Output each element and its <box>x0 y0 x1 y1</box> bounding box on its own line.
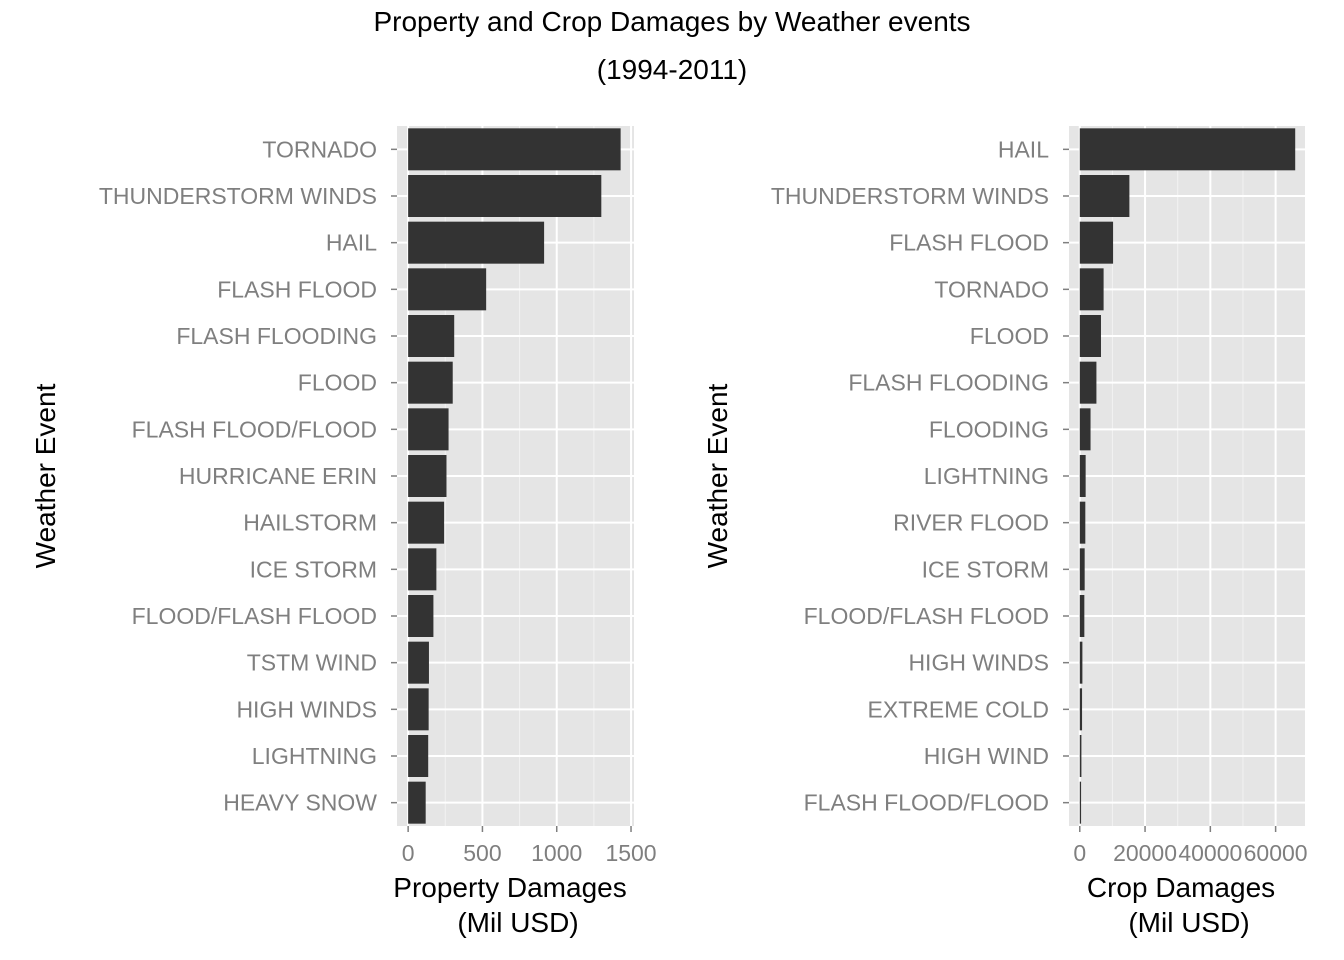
property-y-label-high-winds: HIGH WINDS <box>236 696 377 722</box>
crop-y-label-flood: FLOOD <box>970 323 1049 349</box>
crop-bar-extreme-cold <box>1079 688 1083 731</box>
crop-bar-high-winds <box>1079 641 1083 684</box>
crop-bar-flash-flood <box>1079 221 1114 264</box>
crop-bar-high-wind <box>1079 735 1082 777</box>
crop-y-label-lightning: LIGHTNING <box>924 463 1049 489</box>
property-bar-flash-flooding <box>408 315 455 357</box>
crop-bar-lightning <box>1079 455 1086 497</box>
crop-bar-flood <box>1079 315 1101 357</box>
property-bar-hailstorm <box>408 501 445 544</box>
crop-bar-flooding <box>1079 408 1091 451</box>
crop-x-tick-label: 20000 <box>1113 840 1177 866</box>
crop-bar-thunderstorm-winds <box>1079 175 1130 217</box>
crop-bar-hail <box>1079 128 1296 171</box>
property-x-tick-label: 0 <box>402 840 415 866</box>
figure-title-line1: Property and Crop Damages by Weather eve… <box>373 6 971 37</box>
crop-y-label-high-wind: HIGH WIND <box>924 743 1049 769</box>
crop-bar-flash-flooding <box>1079 361 1097 404</box>
crop-y-label-flash-flood: FLASH FLOOD <box>889 230 1049 256</box>
property-bar-flood-flash-flood <box>408 595 434 637</box>
crop-x-tick-label: 0 <box>1073 840 1086 866</box>
crop-y-label-extreme-cold: EXTREME COLD <box>868 696 1049 722</box>
property-bar-flood <box>408 361 453 404</box>
property-y-label-tstm-wind: TSTM WIND <box>247 650 377 676</box>
property-bar-lightning <box>408 735 429 777</box>
crop-damages-chart: 0 20000 40000 60000 HAIL THUNDERSTORM WINDS FL… <box>702 126 1308 938</box>
crop-y-axis-title: Weather Event <box>702 383 733 568</box>
property-y-label-flood: FLOOD <box>298 370 377 396</box>
crop-x-axis-title-units: (Mil USD) <box>1128 907 1249 938</box>
property-y-label-flash-flood: FLASH FLOOD <box>217 276 377 302</box>
property-x-tick-label: 500 <box>463 840 501 866</box>
property-y-label-heavy-snow: HEAVY SNOW <box>223 790 377 816</box>
property-y-label-thunderstorm-winds: THUNDERSTORM WINDS <box>99 183 377 209</box>
property-bar-flash-flood <box>408 268 487 311</box>
property-bar-hurricane-erin <box>408 455 447 497</box>
crop-y-label-hail: HAIL <box>998 136 1049 162</box>
property-bar-tstm-wind <box>408 641 429 684</box>
crop-x-tick-label: 60000 <box>1244 840 1308 866</box>
property-bar-thunderstorm-winds <box>408 175 602 217</box>
crop-y-label-flooding: FLOODING <box>929 416 1049 442</box>
property-bar-tornado <box>408 128 621 171</box>
figure-title-line2: (1994-2011) <box>596 54 748 85</box>
property-y-label-lightning: LIGHTNING <box>252 743 377 769</box>
crop-y-label-thunderstorm-winds: THUNDERSTORM WINDS <box>771 183 1049 209</box>
property-y-label-flash-flood-flood: FLASH FLOOD/FLOOD <box>132 416 377 442</box>
property-bar-high-winds <box>408 688 429 731</box>
crop-x-axis-title: Crop Damages <box>1087 872 1275 903</box>
crop-bar-flood-flash-flood <box>1079 595 1085 637</box>
crop-y-label-high-winds: HIGH WINDS <box>908 650 1049 676</box>
property-y-axis-title: Weather Event <box>30 383 61 568</box>
property-damages-chart: 0 500 1000 1500 TORNADO THUNDERSTORM WINDS HAI… <box>30 126 657 938</box>
crop-bar-ice-storm <box>1079 548 1085 591</box>
property-bar-heavy-snow <box>408 781 426 824</box>
crop-y-label-river-flood: RIVER FLOOD <box>893 510 1049 536</box>
crop-y-label-flood-flash-flood: FLOOD/FLASH FLOOD <box>804 603 1049 629</box>
crop-bar-tornado <box>1079 268 1104 311</box>
crop-bar-flash-flood-flood <box>1079 781 1082 824</box>
property-y-label-hailstorm: HAILSTORM <box>243 510 377 536</box>
property-bar-ice-storm <box>408 548 437 591</box>
property-y-label-hail: HAIL <box>326 230 377 256</box>
property-x-tick-label: 1500 <box>605 840 656 866</box>
crop-y-label-tornado: TORNADO <box>934 276 1049 302</box>
property-y-label-flash-flooding: FLASH FLOODING <box>176 323 377 349</box>
crop-y-label-flash-flood-flood: FLASH FLOOD/FLOOD <box>804 790 1049 816</box>
property-y-label-tornado: TORNADO <box>262 136 377 162</box>
crop-y-label-ice-storm: ICE STORM <box>922 556 1049 582</box>
property-x-axis-title-units: (Mil USD) <box>457 907 578 938</box>
property-y-label-ice-storm: ICE STORM <box>250 556 377 582</box>
property-x-tick-label: 1000 <box>531 840 582 866</box>
property-bar-hail <box>408 221 545 264</box>
crop-bar-river-flood <box>1079 501 1086 544</box>
property-x-axis-title: Property Damages <box>393 872 626 903</box>
property-bar-flash-flood-flood <box>408 408 449 451</box>
property-y-label-hurricane-erin: HURRICANE ERIN <box>179 463 377 489</box>
property-y-label-flood-flash-flood: FLOOD/FLASH FLOOD <box>132 603 377 629</box>
crop-x-tick-label: 40000 <box>1178 840 1242 866</box>
crop-y-label-flash-flooding: FLASH FLOODING <box>848 370 1049 396</box>
